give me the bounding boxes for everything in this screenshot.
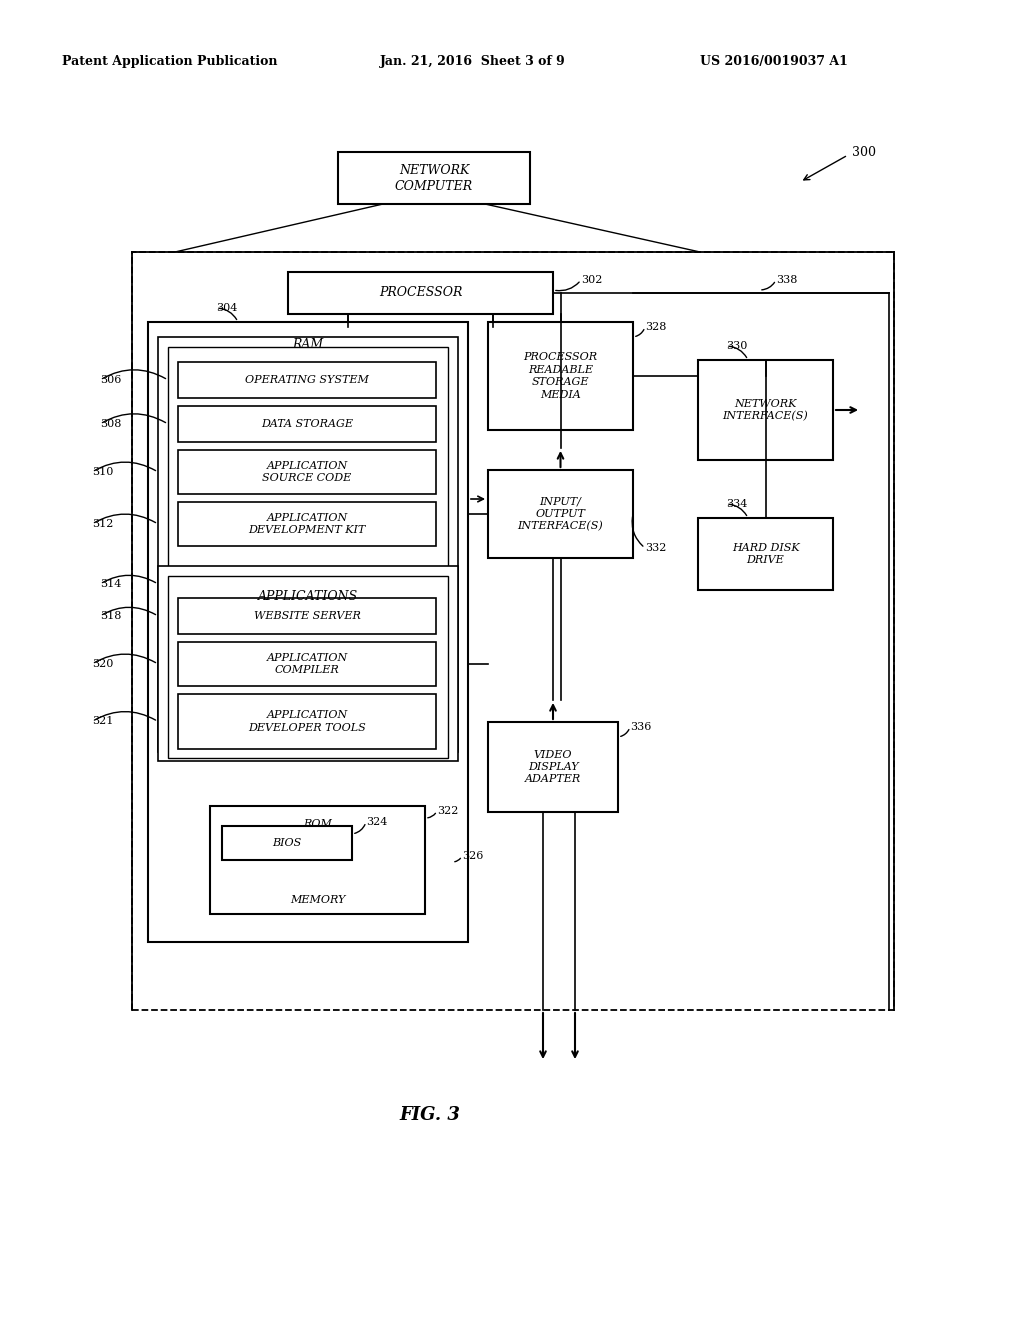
Text: 326: 326	[462, 851, 483, 861]
Bar	[288, 272, 553, 314]
Bar	[698, 360, 833, 459]
Text: BIOS: BIOS	[272, 838, 302, 847]
Text: Jan. 21, 2016  Sheet 3 of 9: Jan. 21, 2016 Sheet 3 of 9	[380, 55, 565, 69]
Text: MEMORY: MEMORY	[290, 895, 345, 906]
Bar	[148, 322, 468, 942]
Text: VIDEO
DISPLAY
ADAPTER: VIDEO DISPLAY ADAPTER	[525, 750, 582, 784]
Text: OPERATING SYSTEM: OPERATING SYSTEM	[245, 375, 369, 385]
Text: 318: 318	[100, 611, 122, 620]
Text: 314: 314	[100, 579, 122, 589]
Bar	[210, 807, 425, 913]
Text: NETWORK
COMPUTER: NETWORK COMPUTER	[395, 164, 473, 193]
Bar	[158, 566, 458, 762]
Text: Patent Application Publication: Patent Application Publication	[62, 55, 278, 69]
Text: DATA STORAGE: DATA STORAGE	[261, 418, 353, 429]
Text: 312: 312	[92, 519, 114, 529]
Text: 328: 328	[645, 322, 667, 333]
Text: 320: 320	[92, 659, 114, 669]
Text: 338: 338	[776, 275, 798, 285]
Text: 322: 322	[437, 807, 459, 816]
Bar	[178, 502, 436, 546]
Text: 321: 321	[92, 717, 114, 726]
Text: RAM: RAM	[293, 338, 324, 351]
Text: 308: 308	[100, 418, 122, 429]
Text: 330: 330	[726, 341, 748, 351]
Bar	[158, 337, 458, 752]
Text: 336: 336	[630, 722, 651, 733]
Text: APPLICATIONS: APPLICATIONS	[258, 590, 358, 602]
Bar	[488, 470, 633, 558]
Text: ROM: ROM	[303, 818, 332, 829]
Bar	[168, 576, 449, 758]
Bar	[698, 517, 833, 590]
Text: 302: 302	[581, 275, 602, 285]
Text: 306: 306	[100, 375, 122, 385]
Text: FIG. 3: FIG. 3	[399, 1106, 461, 1125]
Text: PROCESSOR: PROCESSOR	[379, 286, 462, 300]
Text: 304: 304	[216, 304, 238, 313]
Bar	[178, 450, 436, 494]
Bar	[178, 642, 436, 686]
Text: NETWORK
INTERFACE(S): NETWORK INTERFACE(S)	[723, 399, 808, 421]
Bar	[178, 694, 436, 748]
Text: US 2016/0019037 A1: US 2016/0019037 A1	[700, 55, 848, 69]
Text: HARD DISK
DRIVE: HARD DISK DRIVE	[732, 543, 800, 565]
Text: APPLICATION
DEVELOPMENT KIT: APPLICATION DEVELOPMENT KIT	[249, 512, 366, 535]
Text: WEBSITE SERVER: WEBSITE SERVER	[254, 611, 360, 620]
Text: 324: 324	[366, 817, 387, 828]
Text: 334: 334	[726, 499, 748, 510]
Text: APPLICATION
COMPILER: APPLICATION COMPILER	[266, 653, 347, 676]
Bar	[222, 826, 352, 861]
Text: APPLICATION
SOURCE CODE: APPLICATION SOURCE CODE	[262, 461, 351, 483]
Text: PROCESSOR
READABLE
STORAGE
MEDIA: PROCESSOR READABLE STORAGE MEDIA	[523, 352, 598, 400]
Bar	[488, 322, 633, 430]
Text: INPUT/
OUTPUT
INTERFACE(S): INPUT/ OUTPUT INTERFACE(S)	[517, 496, 603, 532]
Bar	[488, 722, 618, 812]
Text: APPLICATION
DEVELOPER TOOLS: APPLICATION DEVELOPER TOOLS	[248, 710, 366, 733]
Bar	[178, 362, 436, 399]
Bar	[132, 252, 894, 1010]
Text: 332: 332	[645, 543, 667, 553]
Bar	[178, 407, 436, 442]
Text: 310: 310	[92, 467, 114, 477]
Bar	[178, 598, 436, 634]
Bar	[338, 152, 530, 205]
Bar	[168, 347, 449, 747]
Text: 300: 300	[852, 145, 876, 158]
